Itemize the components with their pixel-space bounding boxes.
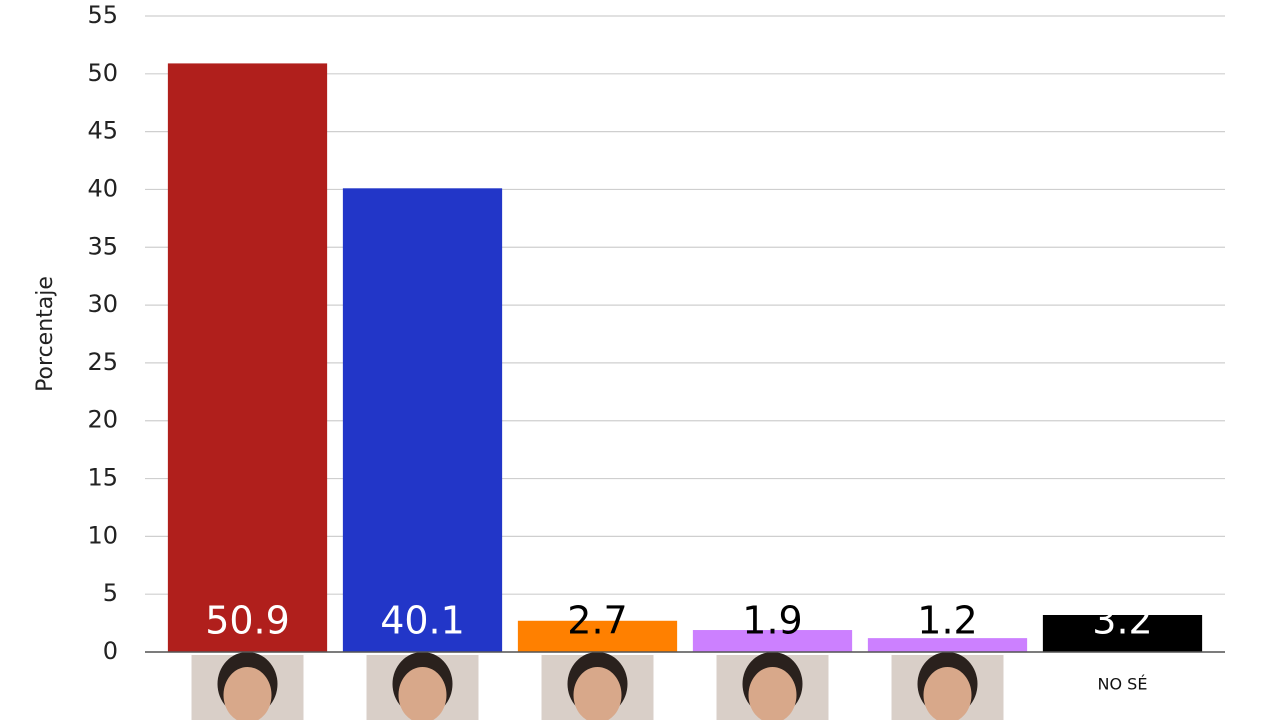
value-label: 50.9 [205,599,290,643]
value-label: 2.7 [567,599,627,643]
x-tick-label: NO SÉ [1098,675,1148,694]
value-label: 3.2 [1092,599,1152,643]
photo-face [923,667,972,720]
y-tick-label: 40 [87,174,118,202]
value-label: 1.9 [742,599,802,643]
y-tick-label: 15 [87,464,118,492]
candidate-photo [541,652,654,720]
y-tick-label: 0 [103,637,118,665]
bar [167,63,328,653]
y-tick-label: 5 [103,579,118,607]
photo-face [398,667,447,720]
y-tick-label: 20 [87,406,118,434]
photo-face [223,667,272,720]
candidate-photo [891,652,1004,720]
candidate-photo [716,652,829,720]
y-tick-label: 45 [87,117,118,145]
bar [867,638,1028,652]
bar [1042,614,1203,652]
value-label: 1.2 [917,599,977,643]
y-tick-label: 35 [87,232,118,260]
bar [517,620,678,652]
y-tick-label: 25 [87,348,118,376]
candidate-photo [366,652,479,720]
bar [692,630,853,652]
y-tick-label: 50 [87,59,118,87]
y-axis-label: Porcentaje [33,276,58,392]
photo-face [573,667,622,720]
y-tick-label: 55 [87,1,118,29]
photo-face [748,667,797,720]
bar [342,188,503,652]
value-label: 40.1 [380,599,465,643]
y-tick-label: 30 [87,290,118,318]
y-tick-label: 10 [87,521,118,549]
candidate-photo [191,652,304,720]
